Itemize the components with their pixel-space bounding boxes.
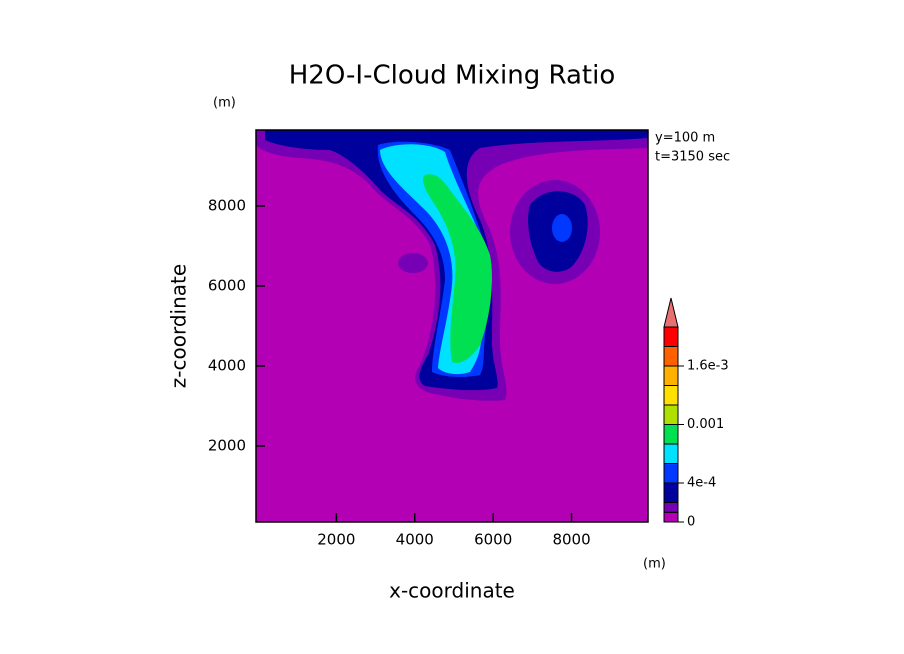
x-tick-label: 8000 [552, 531, 590, 549]
colorbar-segment [663, 502, 679, 513]
colorbar-segment [663, 365, 679, 386]
colorbar-segment [663, 482, 679, 503]
x-tick-label: 2000 [317, 531, 355, 549]
x-tick-label: 6000 [474, 531, 512, 549]
colorbar-extend [663, 297, 679, 328]
colorbar-segment [663, 463, 679, 484]
colorbar-segment [663, 443, 679, 464]
annotation: t=3150 sec [655, 150, 730, 165]
y-axis-label: z-coordinate [167, 264, 191, 388]
colorbar-tick-label: 4e-4 [687, 476, 716, 491]
x-unit: (m) [643, 557, 666, 572]
contour-region [423, 174, 492, 363]
colorbar-segment [663, 346, 679, 367]
y-unit: (m) [213, 96, 236, 111]
contour-region [552, 214, 572, 242]
x-axis-label: x-coordinate [389, 579, 515, 603]
colorbar-tick-label: 0 [687, 515, 695, 530]
colorbar-segment [663, 326, 679, 347]
annotation: y=100 m [655, 131, 715, 146]
plot-frame [255, 129, 649, 523]
colorbar-segment [663, 385, 679, 406]
y-tick-label: 8000 [208, 197, 246, 215]
y-tick-label: 4000 [208, 357, 246, 375]
colorbar-tick-label: 1.6e-3 [687, 359, 729, 374]
colorbar-segment [663, 404, 679, 425]
colorbar-tick-label: 0.001 [687, 417, 724, 432]
y-tick-label: 6000 [208, 277, 246, 295]
colorbar-segment [663, 424, 679, 445]
colorbar-segment [663, 511, 679, 523]
y-tick-label: 2000 [208, 437, 246, 455]
x-tick-label: 4000 [396, 531, 434, 549]
contour-field [256, 130, 648, 401]
contour-region [398, 253, 428, 273]
chart-title: H2O-I-Cloud Mixing Ratio [289, 61, 616, 91]
